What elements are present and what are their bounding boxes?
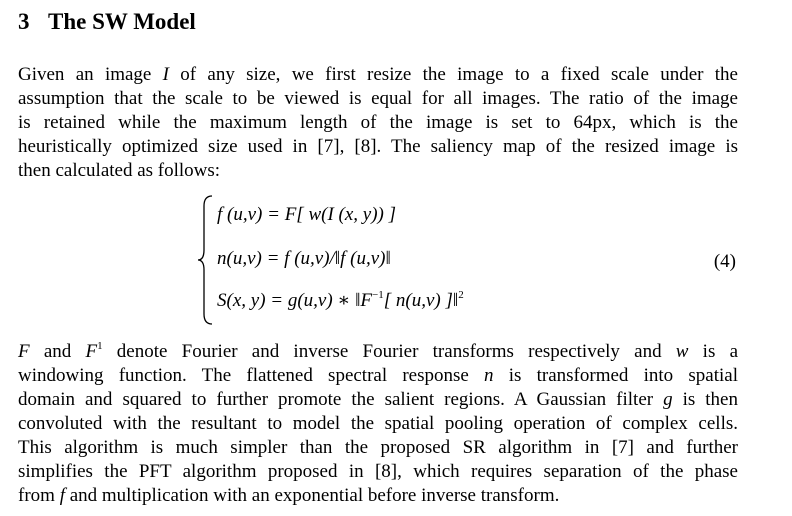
left-brace: [197, 195, 213, 325]
text-line: domain and squared to further promote th…: [18, 389, 738, 410]
equation-number: (4): [713, 251, 736, 272]
text-line: is retained while the maximum length of …: [18, 112, 738, 133]
text-line: convoluted with the resultant to model t…: [18, 413, 738, 434]
text-line: Given an image I of any size, we first r…: [18, 64, 738, 85]
text-line: simplifies the PFT algorithm proposed in…: [18, 461, 738, 482]
text-line: heuristically optimized size used in [7]…: [18, 136, 738, 157]
equation-line-normalize: n(u,v) = f (u,v)/‖f (u,v)‖: [217, 248, 391, 269]
text-line: This algorithm is much simpler than the …: [18, 437, 738, 458]
paragraph-intro: Given an image I of any size, we first r…: [18, 63, 738, 183]
text-line: from f and multiplication with an expone…: [18, 485, 560, 506]
text-line: then calculated as follows:: [18, 160, 221, 181]
text-line: F and F1 denote Fourier and inverse Four…: [18, 340, 738, 363]
text-line: windowing function. The flattened spectr…: [18, 365, 738, 386]
section-number: 3: [18, 9, 30, 34]
equation-line-spectrum: f (u,v) = F[ w(I (x, y)) ]: [217, 204, 397, 225]
section-title: The SW Model: [48, 9, 196, 34]
text-line: assumption that the scale to be viewed i…: [18, 88, 738, 109]
paragraph-description: F and F1 denote Fourier and inverse Four…: [18, 340, 738, 508]
equation-line-saliency: S(x, y) = g(u,v) ∗ ‖F−1[ n(u,v) ]‖2: [217, 289, 464, 312]
equation-block: f (u,v) = F[ w(I (x, y)) ] n(u,v) = f (u…: [196, 194, 516, 326]
section-heading: 3 The SW Model: [18, 9, 196, 35]
